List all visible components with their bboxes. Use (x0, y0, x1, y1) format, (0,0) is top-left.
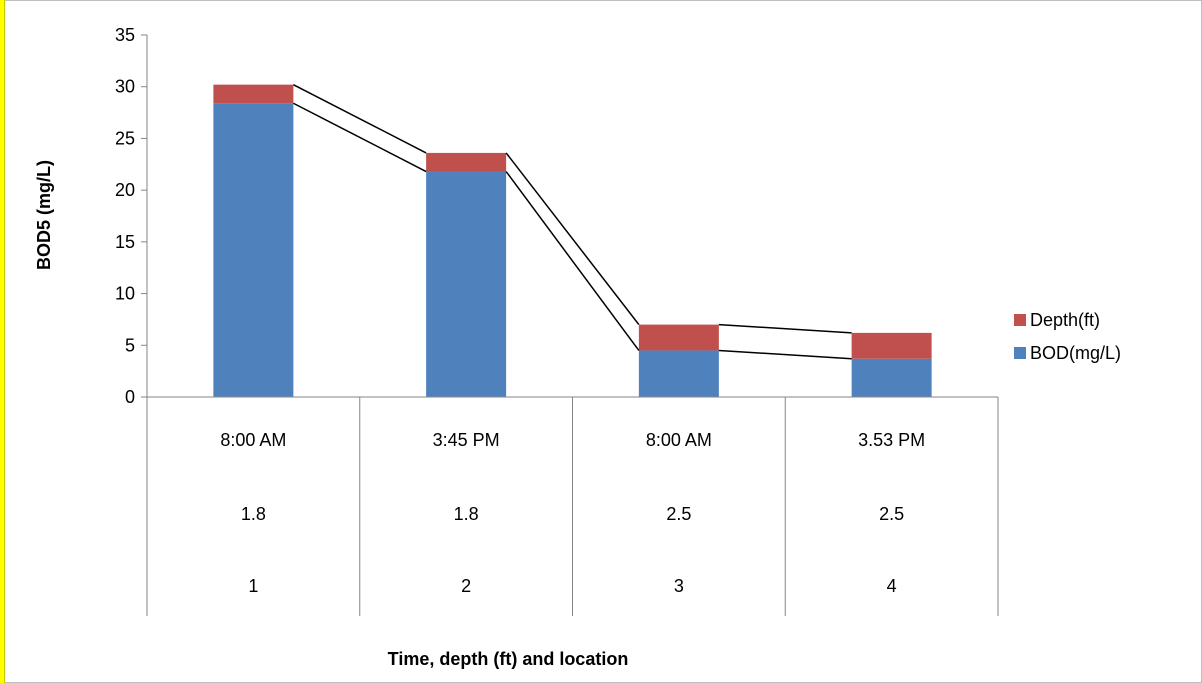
x-tick-label-location: 1 (248, 576, 258, 596)
x-tick-label-depth: 1.8 (454, 504, 479, 524)
y-tick-label: 35 (115, 25, 135, 45)
series-line-depth (505, 152, 640, 326)
x-axis-title: Time, depth (ft) and location (388, 649, 629, 669)
y-axis-title: BOD5 (mg/L) (34, 160, 54, 270)
legend-swatch (1014, 347, 1026, 359)
legend-label: Depth(ft) (1030, 310, 1100, 330)
y-axis: 0 5 10 15 20 25 30 35 (115, 25, 148, 407)
bar-depth (213, 84, 294, 104)
y-tick-label: 0 (125, 387, 135, 407)
bar-bod (426, 171, 507, 397)
legend: Depth(ft) BOD(mg/L) (1014, 310, 1121, 363)
x-tick-label-time: 8:00 AM (646, 430, 712, 450)
y-tick-label: 30 (115, 77, 135, 97)
left-edge-highlight (0, 0, 5, 683)
x-tick-label-depth: 1.8 (241, 504, 266, 524)
y-tick-label: 5 (125, 335, 135, 355)
bars (213, 84, 932, 398)
series-line-depth (718, 323, 852, 334)
series-line-bod (293, 102, 427, 173)
x-axis: 8:00 AM 1.8 1 3:45 PM 1.8 2 8:00 AM 2.5 3 3.53 PM… (146, 396, 999, 616)
bar-bod (213, 103, 294, 398)
x-tick-label-time: 8:00 AM (220, 430, 286, 450)
x-tick-label-location: 2 (461, 576, 471, 596)
legend-label: BOD(mg/L) (1030, 343, 1121, 363)
x-tick-label-location: 4 (887, 576, 897, 596)
series-lines (293, 83, 852, 360)
y-tick-label: 25 (115, 128, 135, 148)
bar-bod (638, 350, 719, 397)
series-line-bod (718, 349, 852, 360)
x-tick-label-time: 3.53 PM (858, 430, 925, 450)
x-tick-label-depth: 2.5 (879, 504, 904, 524)
series-line-depth (293, 83, 427, 154)
y-tick-label: 15 (115, 232, 135, 252)
bar-depth (638, 324, 719, 351)
legend-swatch (1014, 314, 1026, 326)
series-line-bod (505, 171, 640, 351)
x-tick-label-depth: 2.5 (666, 504, 691, 524)
y-tick-label: 20 (115, 180, 135, 200)
y-tick-label: 10 (115, 284, 135, 304)
x-tick-label-time: 3:45 PM (433, 430, 500, 450)
bar-depth (426, 152, 507, 172)
bar-depth (851, 332, 932, 359)
x-tick-label-location: 3 (674, 576, 684, 596)
bar-bod (851, 358, 932, 397)
